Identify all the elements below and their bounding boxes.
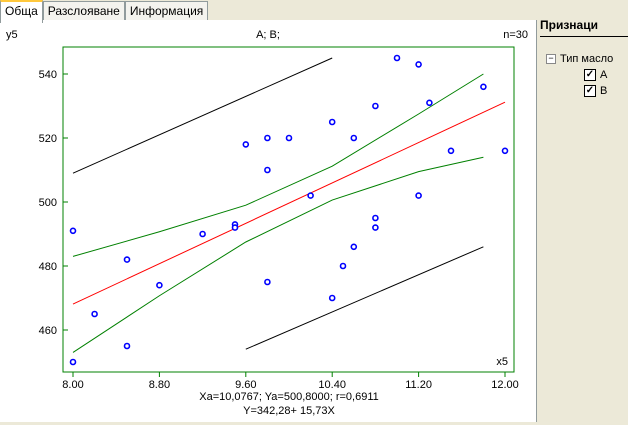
data-point [501,147,509,155]
data-point [231,224,239,231]
data-point [393,54,401,62]
data-point [350,134,358,142]
y-tick-label: 540 [39,69,57,81]
tab-general[interactable]: Обща [0,0,43,23]
data-point [156,281,163,289]
features-panel: Признаци − Тип масло ✓ A ✓ B [540,18,628,99]
data-point [480,83,487,91]
data-point [242,141,250,148]
stats-text: Xa=10,0767; Ya=500,8000; r=0,6911 [199,391,379,403]
checkbox-checked-icon[interactable]: ✓ [584,69,596,81]
x-axis-label: x5 [496,356,508,368]
features-title: Признаци [540,18,628,37]
tree-item-b[interactable]: ✓ B [584,83,628,99]
tree-item-label: A [600,69,608,81]
chart-title: A; B; [256,29,280,41]
data-point [123,256,131,263]
data-point [69,358,77,366]
data-point [350,243,358,251]
x-tick-label: 12.00 [491,379,519,391]
data-point [415,61,422,68]
x-tick-label: 8.00 [62,379,83,391]
tab-bar: Обща Разслояване Информация [0,0,209,23]
regression-line [72,101,506,305]
y-tick-label: 460 [39,325,57,337]
data-point [372,214,379,222]
equation-text: Y=342,28+ 15,73X [243,405,335,417]
confidence-band-lower [72,156,484,353]
data-point [372,102,379,110]
tab-stratification[interactable]: Разслояване [42,1,125,20]
data-point [307,192,314,199]
collapse-icon[interactable]: − [546,54,556,64]
x-tick-label: 10.40 [318,379,346,391]
x-tick-label: 8.80 [149,379,170,391]
data-point [199,230,206,238]
confidence-band-upper [72,73,484,257]
data-point [123,342,131,350]
data-point [285,134,293,142]
tab-information[interactable]: Информация [124,1,209,20]
data-point [372,224,379,231]
data-point [69,227,77,235]
data-point [264,134,271,142]
prediction-band-lower [245,246,484,350]
tree-node-label: Тип масло [560,53,614,65]
data-point [264,166,271,174]
chart-panel: y5 A; B; n=30 x5 Xa=10,0767; Ya=500,8000… [0,20,537,422]
y-tick-label: 480 [39,261,57,273]
data-point [264,278,271,286]
y-tick-label: 500 [39,197,57,209]
tree-item-label: B [600,85,608,97]
tree-item-a[interactable]: ✓ A [584,67,628,83]
checkbox-checked-icon[interactable]: ✓ [584,85,596,97]
data-point [426,99,433,107]
y-axis-label: y5 [6,29,18,41]
data-point [328,118,336,126]
x-tick-label: 11.20 [405,379,432,391]
y-tick-label: 520 [39,133,57,145]
scatter-chart: y5 A; B; n=30 x5 Xa=10,0767; Ya=500,8000… [6,29,528,417]
data-point [328,294,336,302]
data-point [339,262,347,270]
data-point [447,147,455,155]
x-tick-label: 9.60 [235,379,256,391]
prediction-band-upper [72,57,333,174]
features-tree: − Тип масло ✓ A ✓ B [540,51,628,99]
data-point [415,192,422,199]
n-label: n=30 [503,29,528,41]
plot-frame [62,46,515,373]
data-point [91,310,98,318]
tree-node-oil-type[interactable]: − Тип масло [540,51,628,67]
